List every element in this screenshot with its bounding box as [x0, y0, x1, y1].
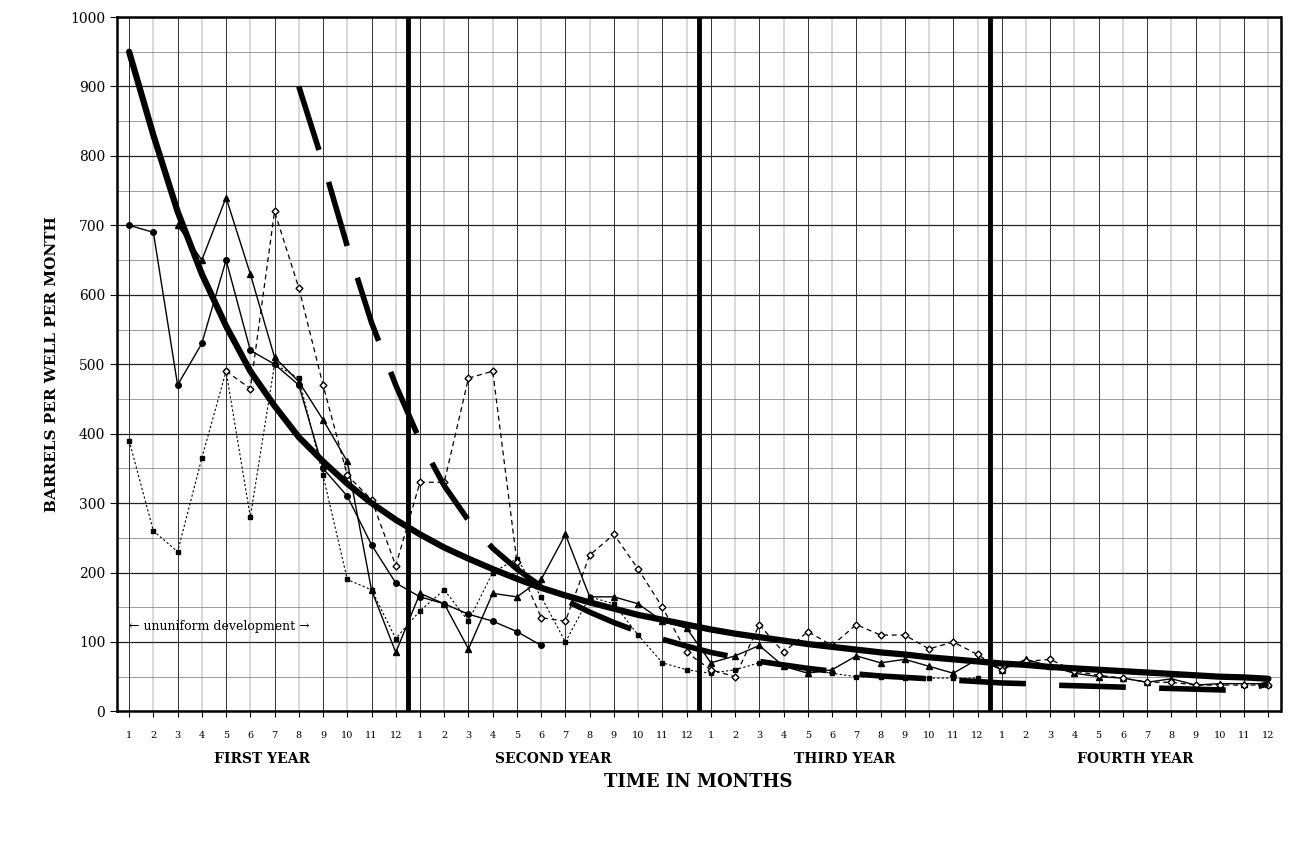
Text: 2: 2 — [151, 731, 156, 740]
Text: 10: 10 — [923, 731, 935, 740]
Text: 9: 9 — [1192, 731, 1199, 740]
Text: 2: 2 — [732, 731, 738, 740]
Text: 7: 7 — [272, 731, 278, 740]
Text: 8: 8 — [586, 731, 593, 740]
Text: 2: 2 — [1023, 731, 1030, 740]
Text: 5: 5 — [805, 731, 811, 740]
Text: 4: 4 — [1071, 731, 1078, 740]
Text: 10: 10 — [341, 731, 354, 740]
Text: 9: 9 — [320, 731, 326, 740]
Text: 5: 5 — [224, 731, 229, 740]
Text: 4: 4 — [490, 731, 495, 740]
Text: 1: 1 — [707, 731, 714, 740]
Text: 5: 5 — [514, 731, 520, 740]
Text: 5: 5 — [1096, 731, 1102, 740]
Text: 3: 3 — [174, 731, 181, 740]
Text: 9: 9 — [611, 731, 618, 740]
Text: FIRST YEAR: FIRST YEAR — [214, 751, 311, 766]
Text: 3: 3 — [1046, 731, 1053, 740]
Text: 8: 8 — [1169, 731, 1174, 740]
Text: 1: 1 — [126, 731, 133, 740]
Text: 11: 11 — [365, 731, 378, 740]
Text: 1: 1 — [998, 731, 1005, 740]
Text: 11: 11 — [656, 731, 668, 740]
Text: ← ununiform development →: ← ununiform development → — [129, 620, 309, 633]
Text: 12: 12 — [680, 731, 693, 740]
Text: THIRD YEAR: THIRD YEAR — [793, 751, 894, 766]
Text: 4: 4 — [780, 731, 786, 740]
Text: 6: 6 — [538, 731, 545, 740]
Text: 3: 3 — [465, 731, 472, 740]
Text: 6: 6 — [247, 731, 254, 740]
Text: 12: 12 — [1262, 731, 1274, 740]
Text: 6: 6 — [829, 731, 835, 740]
Text: 1: 1 — [417, 731, 422, 740]
Text: 11: 11 — [1238, 731, 1251, 740]
Text: 8: 8 — [295, 731, 302, 740]
Text: 11: 11 — [946, 731, 959, 740]
Text: 10: 10 — [1214, 731, 1226, 740]
Y-axis label: BARRELS PER WELL PER MONTH: BARRELS PER WELL PER MONTH — [46, 216, 58, 512]
Text: 12: 12 — [390, 731, 402, 740]
Text: SECOND YEAR: SECOND YEAR — [495, 751, 611, 766]
Text: 2: 2 — [441, 731, 447, 740]
Text: 6: 6 — [1119, 731, 1126, 740]
Text: 3: 3 — [757, 731, 763, 740]
Text: 7: 7 — [853, 731, 859, 740]
Text: 10: 10 — [632, 731, 645, 740]
Text: 7: 7 — [563, 731, 568, 740]
Text: 8: 8 — [878, 731, 884, 740]
Text: TIME IN MONTHS: TIME IN MONTHS — [604, 773, 793, 791]
Text: 9: 9 — [902, 731, 907, 740]
Text: 7: 7 — [1144, 731, 1150, 740]
Text: FOURTH YEAR: FOURTH YEAR — [1076, 751, 1193, 766]
Text: 4: 4 — [199, 731, 205, 740]
Text: 12: 12 — [971, 731, 984, 740]
